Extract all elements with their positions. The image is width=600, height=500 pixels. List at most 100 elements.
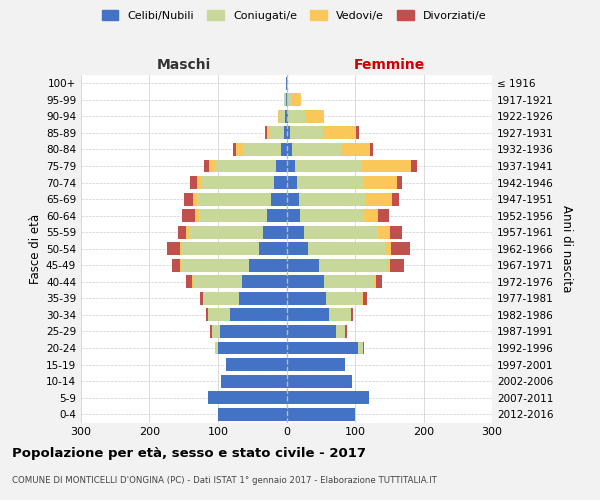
Bar <box>167 242 181 255</box>
Bar <box>390 226 402 238</box>
Bar <box>206 308 208 322</box>
Bar <box>203 292 239 305</box>
Bar <box>305 110 324 123</box>
Bar <box>287 408 355 420</box>
Bar <box>287 226 304 238</box>
Bar <box>385 242 391 255</box>
Bar <box>276 160 287 172</box>
Bar <box>370 143 373 156</box>
Bar <box>281 143 287 156</box>
Text: Popolazione per età, sesso e stato civile - 2017: Popolazione per età, sesso e stato civil… <box>12 448 366 460</box>
Bar <box>286 94 287 106</box>
Bar <box>186 226 188 238</box>
Bar <box>287 259 319 272</box>
Bar <box>390 259 404 272</box>
Bar <box>249 259 287 272</box>
Bar <box>268 209 287 222</box>
Bar <box>285 110 287 123</box>
Bar <box>197 176 202 189</box>
Bar <box>230 308 287 322</box>
Bar <box>286 77 287 90</box>
Bar <box>278 110 280 123</box>
Bar <box>376 276 382 288</box>
Bar <box>287 374 352 388</box>
Bar <box>263 226 287 238</box>
Bar <box>208 308 230 322</box>
Legend: Celibi/Nubili, Coniugati/e, Vedovi/e, Divorziati/e: Celibi/Nubili, Coniugati/e, Vedovi/e, Di… <box>97 6 491 25</box>
Bar <box>178 226 186 238</box>
Bar <box>287 325 336 338</box>
Bar <box>244 143 281 156</box>
Bar <box>203 160 209 172</box>
Bar <box>284 126 287 140</box>
Bar <box>271 192 287 205</box>
Bar <box>287 308 329 322</box>
Bar <box>270 126 284 140</box>
Bar <box>364 176 397 189</box>
Bar <box>304 226 377 238</box>
Bar <box>386 259 390 272</box>
Bar <box>196 209 199 222</box>
Bar <box>181 242 182 255</box>
Bar <box>233 143 236 156</box>
Bar <box>284 94 286 106</box>
Bar <box>197 192 271 205</box>
Bar <box>211 325 212 338</box>
Bar <box>341 143 370 156</box>
Bar <box>363 292 367 305</box>
Text: Maschi: Maschi <box>157 58 211 71</box>
Bar <box>378 209 389 222</box>
Bar <box>287 209 300 222</box>
Bar <box>184 192 193 205</box>
Bar <box>287 94 290 106</box>
Bar <box>192 276 193 288</box>
Bar <box>377 226 390 238</box>
Bar <box>287 342 358 354</box>
Bar <box>366 192 392 205</box>
Bar <box>346 325 347 338</box>
Bar <box>209 160 215 172</box>
Bar <box>290 94 301 106</box>
Bar <box>326 292 362 305</box>
Bar <box>287 192 299 205</box>
Bar <box>295 160 362 172</box>
Bar <box>300 209 363 222</box>
Bar <box>215 160 276 172</box>
Bar <box>259 242 287 255</box>
Bar <box>239 292 287 305</box>
Bar <box>299 192 366 205</box>
Bar <box>200 292 203 305</box>
Bar <box>182 209 196 222</box>
Bar <box>193 276 242 288</box>
Bar <box>392 192 399 205</box>
Bar <box>362 292 363 305</box>
Bar <box>290 126 323 140</box>
Bar <box>287 358 345 371</box>
Bar <box>280 110 285 123</box>
Bar <box>187 276 192 288</box>
Text: COMUNE DI MONTICELLI D'ONGINA (PC) - Dati ISTAT 1° gennaio 2017 - Elaborazione T: COMUNE DI MONTICELLI D'ONGINA (PC) - Dat… <box>12 476 437 485</box>
Bar <box>188 226 263 238</box>
Bar <box>363 209 378 222</box>
Bar <box>242 276 287 288</box>
Bar <box>323 126 356 140</box>
Bar <box>287 126 290 140</box>
Bar <box>199 209 268 222</box>
Y-axis label: Fasce di età: Fasce di età <box>29 214 42 284</box>
Bar <box>287 242 308 255</box>
Bar <box>236 143 244 156</box>
Bar <box>221 374 287 388</box>
Bar <box>336 325 346 338</box>
Bar <box>266 126 270 140</box>
Bar <box>172 259 181 272</box>
Bar <box>363 342 364 354</box>
Bar <box>193 192 197 205</box>
Bar <box>362 160 411 172</box>
Bar <box>397 176 402 189</box>
Bar <box>373 276 376 288</box>
Bar <box>287 391 369 404</box>
Bar <box>308 242 385 255</box>
Bar <box>358 342 363 354</box>
Bar <box>220 325 287 338</box>
Bar <box>391 242 410 255</box>
